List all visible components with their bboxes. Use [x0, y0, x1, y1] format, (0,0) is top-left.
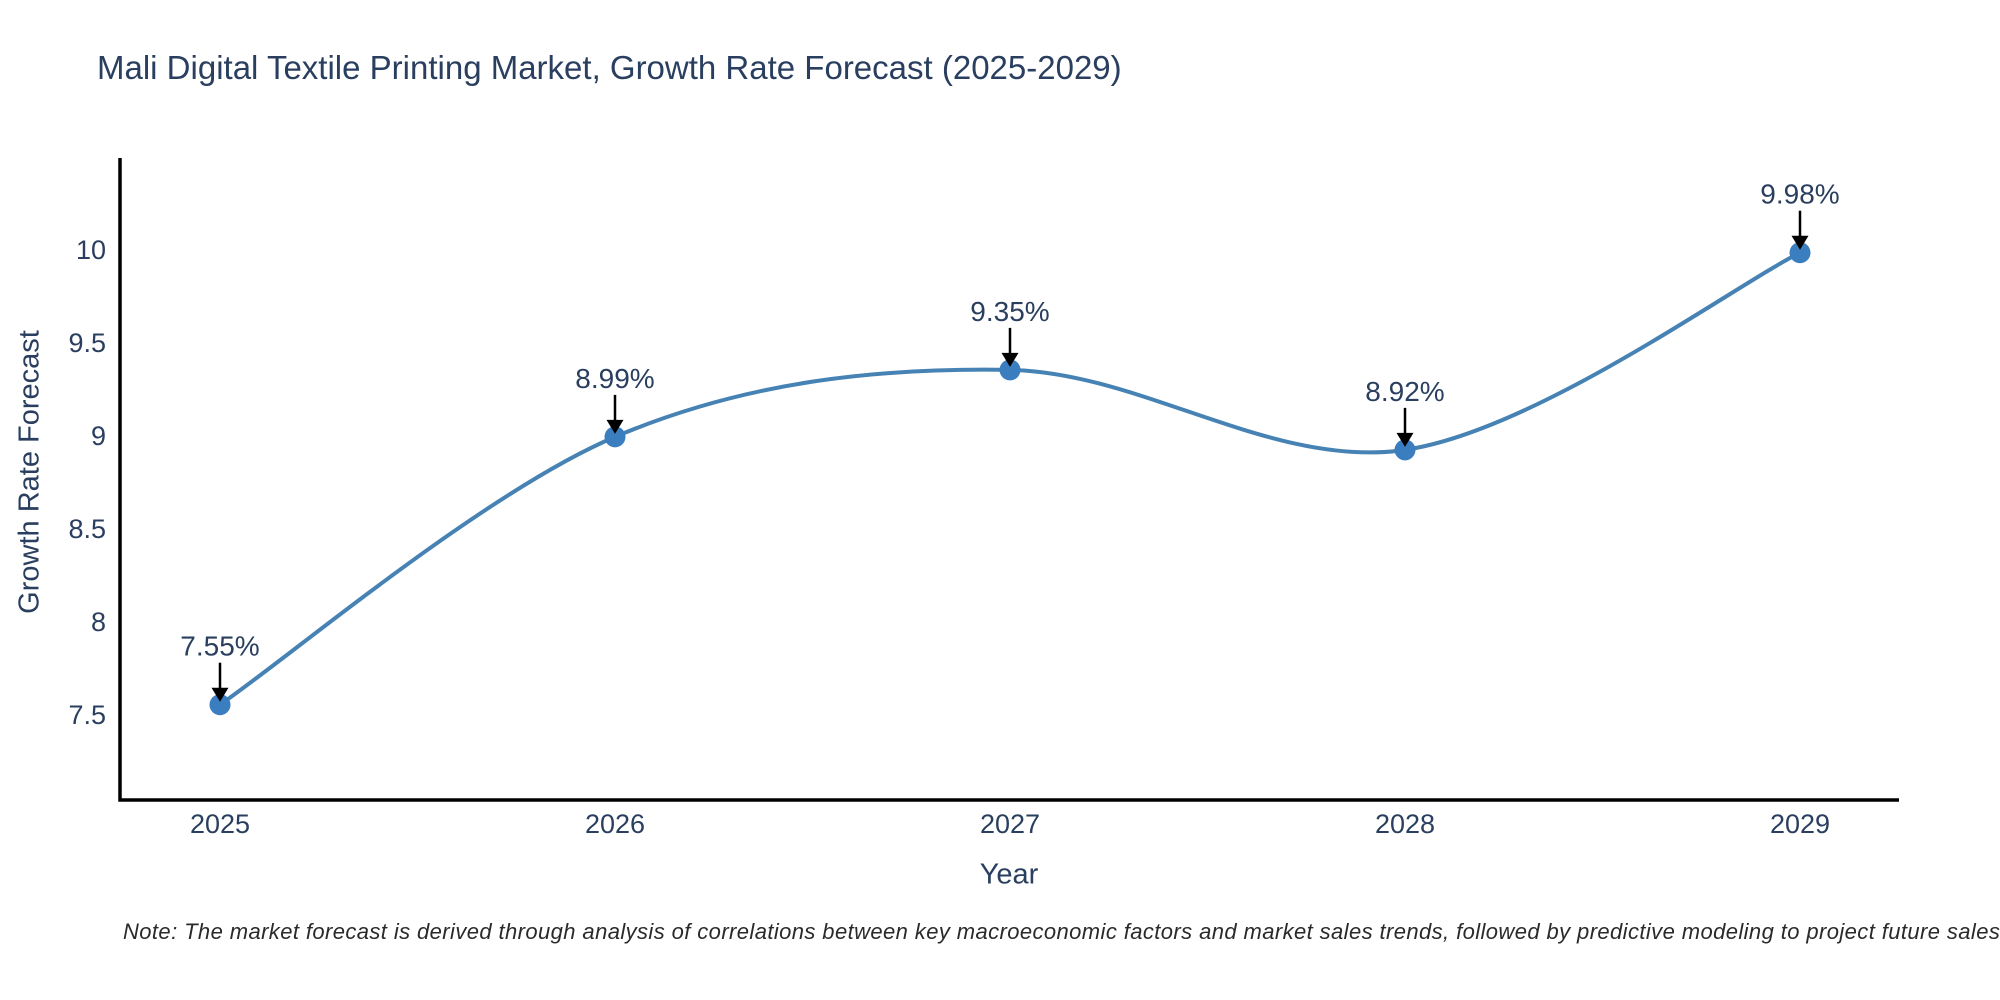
annotation-arrow-head	[1396, 432, 1414, 447]
y-tick-label: 8	[91, 607, 106, 637]
annotation-arrow-head	[1001, 352, 1019, 367]
x-tick-label: 2026	[585, 809, 645, 839]
x-tick-label: 2027	[980, 809, 1040, 839]
data-point-marker	[604, 426, 626, 448]
data-point-marker	[1394, 439, 1416, 461]
axis-lines	[118, 158, 1899, 802]
annotation-arrow-head	[1791, 235, 1809, 250]
y-tick-label: 9.5	[68, 328, 106, 358]
data-point-marker	[1789, 242, 1811, 264]
data-point-marker	[999, 359, 1021, 381]
footnote: Note: The market forecast is derived thr…	[123, 919, 2000, 944]
x-tick-label: 2028	[1375, 809, 1435, 839]
y-tick-label: 9	[91, 421, 106, 451]
data-point-label: 8.99%	[575, 363, 654, 394]
data-point-label: 8.92%	[1365, 376, 1444, 407]
chart-title: Mali Digital Textile Printing Market, Gr…	[97, 49, 1122, 86]
x-axis-title: Year	[979, 858, 1039, 891]
x-tick-label: 2029	[1770, 809, 1830, 839]
x-tick-label: 2025	[190, 809, 250, 839]
annotation-arrow-head	[606, 419, 624, 434]
y-tick-label: 7.5	[68, 700, 106, 730]
data-point-label: 9.98%	[1760, 179, 1839, 210]
data-point-marker	[209, 694, 231, 716]
data-point-label: 9.35%	[970, 296, 1049, 327]
data-point-label: 7.55%	[180, 631, 259, 662]
y-tick-label: 10	[76, 235, 106, 265]
y-tick-label: 8.5	[68, 514, 106, 544]
annotation-arrow-head	[211, 687, 229, 702]
